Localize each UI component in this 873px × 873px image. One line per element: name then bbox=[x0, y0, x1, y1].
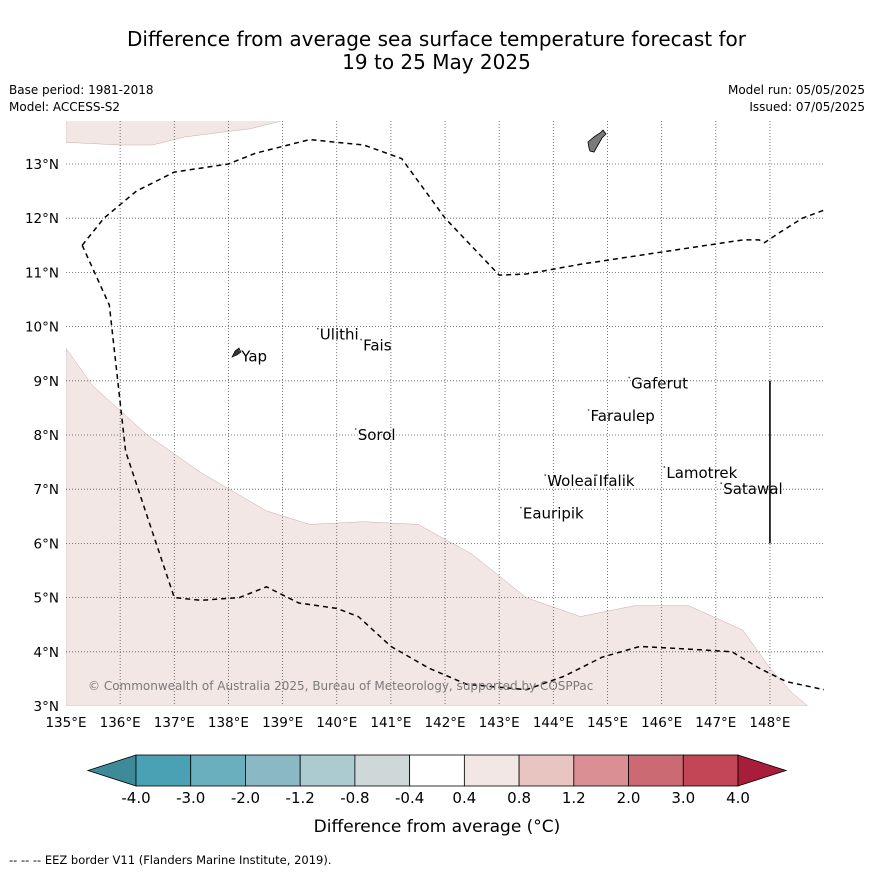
lat-tick-3: 3°N bbox=[34, 699, 59, 715]
colorbar-bin-6 bbox=[409, 754, 465, 787]
place-label-gaferut: Gaferut bbox=[631, 375, 688, 393]
colorbar-label: Difference from average (°C) bbox=[314, 817, 561, 837]
place-dot-satawal bbox=[720, 482, 723, 485]
place-dot-sorol bbox=[354, 428, 357, 430]
lon-tick-138: 138°E bbox=[208, 715, 249, 731]
model-run-text: Model run: 05/05/2025 bbox=[727, 83, 865, 97]
colorbar-bin-7 bbox=[463, 754, 520, 787]
colorbar-tick-9: 1.2 bbox=[562, 789, 586, 807]
copyright-text: © Commonwealth of Australia 2025, Bureau… bbox=[88, 679, 593, 693]
meta-left: Base period: 1981-2018 Model: ACCESS-S2 bbox=[9, 82, 154, 116]
colorbar-tick-3: -2.0 bbox=[231, 789, 260, 807]
colorbar-bin-8 bbox=[518, 754, 575, 787]
colorbar-tick-8: 0.8 bbox=[507, 789, 531, 807]
anomaly-region-2 bbox=[66, 347, 809, 706]
chart-title-line-1: Difference from average sea surface temp… bbox=[126, 27, 746, 51]
lat-tick-9: 9°N bbox=[34, 374, 59, 390]
colorbar-tick-6: -0.4 bbox=[395, 789, 424, 807]
longitude-tick-labels: 135°E 136°E 137°E 138°E 139°E 140°E 141°E 142°E… bbox=[45, 715, 790, 731]
lat-tick-12: 12°N bbox=[25, 211, 59, 227]
lon-tick-137: 137°E bbox=[154, 715, 195, 731]
colorbar-tick-10: 2.0 bbox=[617, 789, 641, 807]
place-label-woleai: Woleai bbox=[547, 472, 597, 490]
place-dot-eauripik bbox=[519, 506, 522, 509]
model-text: Model: ACCESS-S2 bbox=[9, 100, 121, 114]
lon-tick-142: 142°E bbox=[425, 715, 466, 731]
colorbar-tick-1: -4.0 bbox=[121, 789, 150, 807]
place-label-eauripik: Eauripik bbox=[523, 505, 584, 523]
place-dot-yap bbox=[238, 349, 241, 352]
issued-text: Issued: 07/05/2025 bbox=[749, 100, 865, 114]
colorbar-bin-4 bbox=[299, 754, 356, 787]
colorbar-tick-12: 4.0 bbox=[726, 789, 750, 807]
lat-tick-8: 8°N bbox=[34, 428, 59, 444]
chart-title-line-2: 19 to 25 May 2025 bbox=[342, 50, 531, 74]
base-period-text: Base period: 1981-2018 bbox=[9, 83, 154, 97]
lon-tick-139: 139°E bbox=[262, 715, 303, 731]
place-label-faraulep: Faraulep bbox=[591, 407, 655, 425]
lon-tick-144: 144°E bbox=[533, 715, 574, 731]
colorbar-tick-2: -3.0 bbox=[176, 789, 205, 807]
lat-tick-7: 7°N bbox=[34, 482, 59, 498]
colorbar-tick-5: -0.8 bbox=[340, 789, 369, 807]
colorbar-bin-10 bbox=[628, 754, 684, 787]
colorbar-bin-5 bbox=[354, 754, 411, 787]
place-dot-faraulep bbox=[587, 409, 590, 411]
place-dot-fais bbox=[360, 338, 363, 341]
colorbar-bin-1 bbox=[135, 754, 192, 787]
lon-tick-140: 140°E bbox=[316, 715, 357, 731]
place-label-ulithi: Ulithi bbox=[320, 326, 359, 344]
eez-footnote: -- -- -- EEZ border V11 (Flanders Marine… bbox=[9, 853, 332, 867]
place-label-lamotrek: Lamotrek bbox=[666, 464, 737, 482]
colorbar-tick-7: 0.4 bbox=[452, 789, 476, 807]
colorbar-tick-4: -1.2 bbox=[286, 789, 315, 807]
place-dot-ifalik bbox=[595, 474, 598, 476]
colorbar-bin-3 bbox=[245, 754, 301, 787]
lon-tick-141: 141°E bbox=[370, 715, 411, 731]
lat-tick-6: 6°N bbox=[34, 536, 59, 552]
meta-right: Model run: 05/05/2025 Issued: 07/05/2025 bbox=[728, 82, 865, 116]
colorbar-bin-9 bbox=[573, 754, 629, 787]
place-label-ifalik: Ifalik bbox=[599, 472, 635, 490]
lat-tick-11: 11°N bbox=[25, 265, 59, 281]
guam-island bbox=[587, 129, 607, 153]
lat-tick-13: 13°N bbox=[25, 157, 59, 173]
place-label-fais: Fais bbox=[363, 337, 392, 355]
place-dot-ulithi bbox=[316, 327, 319, 330]
lon-tick-145: 145°E bbox=[587, 715, 628, 731]
lat-tick-4: 4°N bbox=[34, 645, 59, 661]
colorbar: -4.0 -3.0 -2.0 -1.2 -0.8 -0.4 0.4 0.8 1.2 2.0 3.0 4… bbox=[86, 754, 788, 807]
lon-tick-146: 146°E bbox=[641, 715, 682, 731]
chart-title: Difference from average sea surface temp… bbox=[0, 28, 873, 74]
place-dot-lamotrek bbox=[663, 466, 666, 468]
lat-tick-5: 5°N bbox=[34, 591, 59, 607]
place-dot-gaferut bbox=[628, 376, 631, 379]
lon-tick-135: 135°E bbox=[45, 715, 86, 731]
lon-tick-136: 136°E bbox=[100, 715, 141, 731]
lon-tick-147: 147°E bbox=[695, 715, 736, 731]
place-label-yap: Yap bbox=[240, 347, 267, 365]
eez-border-line-2 bbox=[81, 244, 824, 691]
lon-tick-148: 148°E bbox=[749, 715, 790, 731]
lon-tick-143: 143°E bbox=[479, 715, 520, 731]
colorbar-tick-11: 3.0 bbox=[671, 789, 695, 807]
colorbar-extend-high bbox=[737, 754, 788, 787]
place-label-satawal: Satawal bbox=[723, 480, 782, 498]
place-label-sorol: Sorol bbox=[358, 426, 396, 444]
latitude-tick-labels: 3°N 4°N 5°N 6°N 7°N 8°N 9°N 10°N 11°N 12°N 13°N bbox=[25, 157, 59, 715]
eez-borders bbox=[81, 138, 824, 691]
colorbar-extend-low bbox=[86, 754, 137, 787]
eez-border-line-1 bbox=[81, 138, 824, 276]
colorbar-bin-2 bbox=[190, 754, 246, 787]
place-dot-woleai bbox=[544, 474, 547, 476]
lat-tick-10: 10°N bbox=[25, 320, 59, 336]
colorbar-bin-11 bbox=[682, 754, 739, 787]
